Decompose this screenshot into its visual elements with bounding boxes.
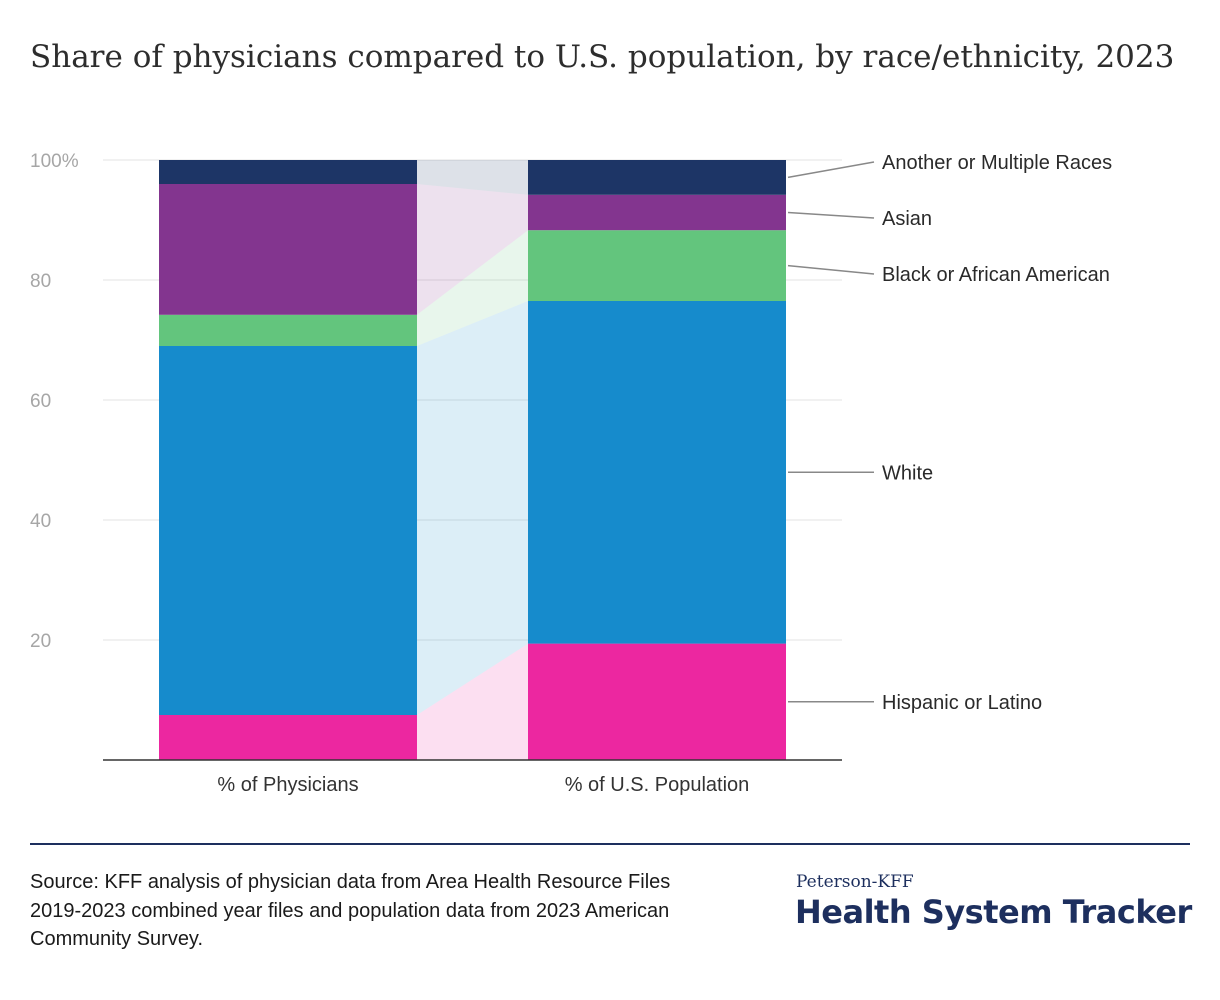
bar-segments [159, 160, 786, 760]
stacked-bar-chart: 20 40 60 80 100% % of Physicians % of U.S. Pop… [30, 151, 1112, 796]
legend-label-white: White [882, 462, 933, 484]
bar-of-physicians-black-or-african-american [159, 314, 417, 346]
bar-of-u-s-population-asian [528, 194, 786, 231]
source-note: Source: KFF analysis of physician data f… [30, 871, 671, 950]
legend-label-black-or-african-american: Black or African American [882, 264, 1110, 286]
x-tick-label: % of U.S. Population [565, 774, 750, 796]
bar-of-physicians-asian [159, 184, 417, 315]
y-tick-label: 60 [30, 391, 51, 412]
flow-asian [417, 184, 528, 315]
leader-line-black-or-african-american [787, 264, 875, 275]
flow-hispanic-or-latino [417, 643, 528, 760]
bar-of-u-s-population-hispanic-or-latino [528, 643, 786, 760]
bar-of-physicians-another-or-multiple-races [159, 160, 417, 184]
flow-black-or-african-american [417, 230, 528, 346]
legend: Hispanic or Latino White Black or African … [787, 152, 1112, 714]
brand-name-top: Peterson-KFF [796, 872, 914, 892]
brand-logo-text: Health System Tracker [795, 893, 1192, 931]
flow-white [417, 301, 528, 715]
y-tick-label: 80 [30, 271, 51, 292]
leader-line-asian [787, 211, 875, 219]
bar-of-u-s-population-another-or-multiple-races [528, 160, 786, 195]
x-tick-label: % of Physicians [217, 774, 358, 796]
legend-label-hispanic-or-latino: Hispanic or Latino [882, 692, 1042, 714]
leader-line-another-or-multiple-races [787, 161, 875, 179]
y-tick-label: 100% [30, 151, 79, 172]
bar-of-u-s-population-white [528, 301, 786, 644]
bar-of-physicians-white [159, 346, 417, 715]
legend-label-asian: Asian [882, 208, 932, 230]
y-tick-label: 20 [30, 631, 51, 652]
footer-divider [30, 843, 1190, 845]
axis: 20 40 60 80 100% % of Physicians % of U.S. Pop… [30, 151, 842, 796]
flow-connectors [417, 160, 528, 760]
y-tick-label: 40 [30, 511, 51, 532]
bar-of-physicians-hispanic-or-latino [159, 715, 417, 760]
chart-title: Share of physicians compared to U.S. pop… [30, 39, 1175, 75]
legend-label-another-or-multiple-races: Another or Multiple Races [882, 152, 1112, 174]
bar-of-u-s-population-black-or-african-american [528, 230, 786, 301]
flow-another-or-multiple-races [417, 160, 528, 195]
